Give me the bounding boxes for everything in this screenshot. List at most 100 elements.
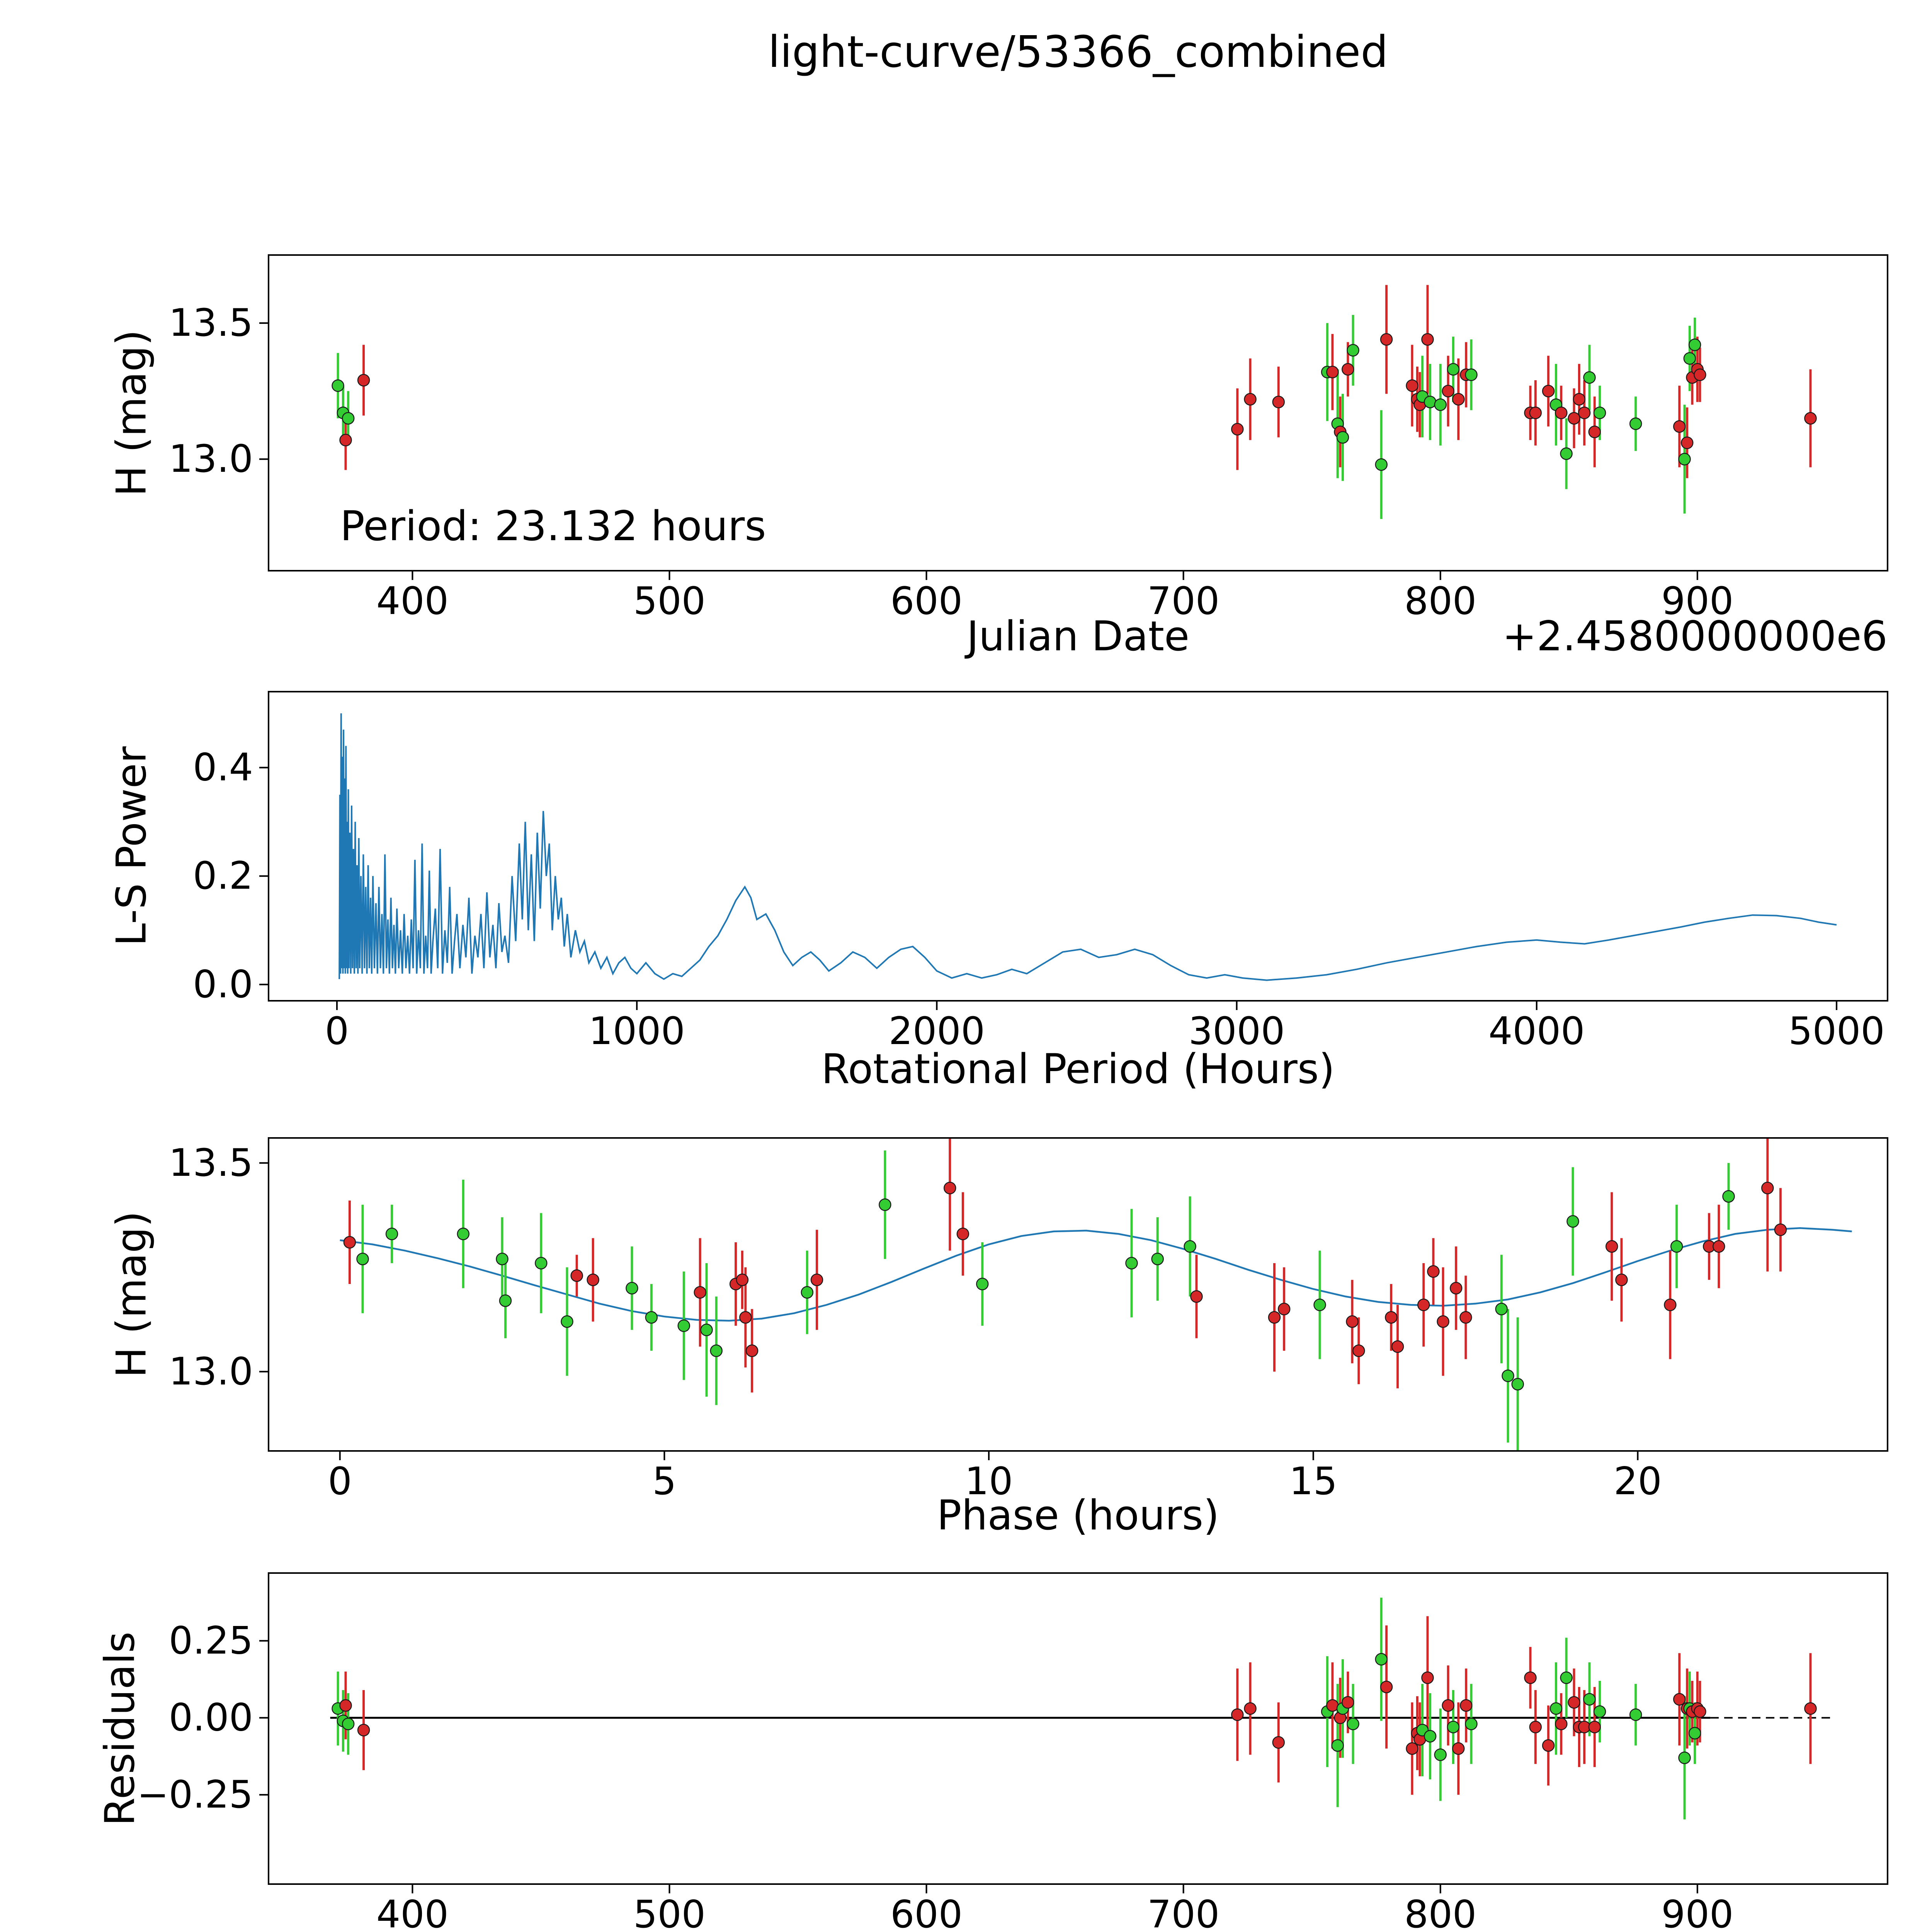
data-point — [1804, 412, 1817, 425]
x-tick-label: 1000 — [588, 1009, 685, 1053]
data-point — [1588, 1721, 1601, 1733]
data-point — [357, 1724, 370, 1736]
data-point — [1761, 1182, 1774, 1194]
data-point — [496, 1252, 509, 1265]
data-point — [1268, 1311, 1281, 1324]
data-point — [1495, 1303, 1508, 1316]
data-point — [499, 1294, 512, 1307]
data-point — [1568, 412, 1580, 425]
x-tick-label: 2000 — [889, 1009, 985, 1053]
data-point — [1465, 1718, 1478, 1730]
data-point — [1231, 423, 1244, 436]
x-tick-label: 5000 — [1788, 1009, 1884, 1053]
data-point — [1560, 447, 1573, 460]
x-tick-label: 600 — [890, 1893, 963, 1932]
axis-offset-lightcurve: +2.4580000000e6 — [1502, 612, 1888, 660]
data-point — [745, 1344, 759, 1357]
x-tick-label: 900 — [1661, 579, 1733, 623]
data-point — [1673, 1693, 1686, 1706]
axes-frame — [268, 1137, 1888, 1452]
data-point — [356, 1252, 369, 1265]
ylabel-phase: H (mag) — [107, 1211, 155, 1378]
data-point — [1555, 1718, 1568, 1730]
x-tick-label: 400 — [376, 1893, 449, 1932]
data-point — [1244, 1702, 1257, 1715]
data-point — [1244, 393, 1257, 406]
data-point — [1583, 1693, 1596, 1706]
data-point — [457, 1228, 470, 1240]
data-point — [561, 1315, 573, 1328]
data-point — [677, 1319, 690, 1332]
data-point — [1342, 363, 1354, 376]
data-point — [1449, 1282, 1463, 1295]
data-point — [1347, 344, 1359, 357]
data-point — [694, 1286, 707, 1299]
data-point — [1442, 384, 1454, 398]
data-point — [1588, 425, 1601, 439]
data-point — [1277, 1303, 1291, 1316]
data-point — [1511, 1378, 1524, 1391]
data-point — [1380, 333, 1393, 346]
data-point — [1352, 1344, 1365, 1357]
x-tick-label: 20 — [1614, 1459, 1662, 1503]
y-tick-label: 13.0 — [169, 437, 253, 481]
data-point — [342, 1718, 355, 1730]
data-point — [1683, 352, 1696, 365]
data-point — [1406, 1742, 1418, 1755]
ylabel-lightcurve: H (mag) — [107, 330, 155, 497]
data-point — [1375, 1653, 1388, 1666]
y-tick-label: 0.0 — [193, 963, 253, 1007]
data-point — [1694, 368, 1706, 381]
y-tick-label: 0.00 — [169, 1696, 253, 1740]
panel-lightcurve: 400 500 600 700 800 900 13.0 13.5 — [169, 254, 1888, 623]
data-point — [1184, 1240, 1196, 1253]
data-point — [1434, 398, 1447, 411]
data-point — [342, 412, 355, 425]
data-point — [587, 1273, 599, 1286]
x-tick-label: 0 — [325, 1009, 349, 1053]
data-point — [1524, 1671, 1537, 1684]
figure-title: light-curve/53366_combined — [768, 27, 1388, 77]
data-point — [736, 1273, 749, 1286]
data-point — [1722, 1190, 1735, 1203]
data-point — [1774, 1223, 1787, 1236]
data-point — [1385, 1311, 1398, 1324]
xlabel-lightcurve: Julian Date — [966, 612, 1190, 660]
x-tick-label: 5 — [652, 1459, 676, 1503]
data-point — [1605, 1240, 1618, 1253]
data-point — [739, 1311, 752, 1324]
data-point — [1502, 1369, 1514, 1382]
data-point — [1713, 1240, 1725, 1253]
x-tick-label: 700 — [1147, 1893, 1219, 1932]
y-tick-label: 13.5 — [169, 301, 253, 345]
data-point — [1460, 1699, 1473, 1712]
data-point — [1566, 1215, 1579, 1228]
data-point — [1434, 1748, 1447, 1761]
xlabel-periodogram: Rotational Period (Hours) — [821, 1045, 1335, 1093]
data-point — [1346, 1315, 1359, 1328]
x-tick-label: 800 — [1404, 1893, 1476, 1932]
axes-frame — [268, 691, 1888, 1002]
y-tick-label: 13.0 — [169, 1350, 253, 1394]
x-tick-label: 600 — [890, 579, 963, 623]
data-point — [1336, 431, 1349, 444]
panel-residuals: 400 500 600 700 800 900 −0.25 0.00 0.25 — [137, 1572, 1888, 1932]
axes-frame — [268, 254, 1888, 571]
axes-frame — [268, 1572, 1888, 1885]
data-point — [1347, 1718, 1359, 1730]
data-point — [645, 1311, 658, 1324]
data-point — [1694, 1705, 1706, 1718]
y-tick-label: −0.25 — [137, 1773, 253, 1817]
y-tick-label: 0.25 — [169, 1619, 253, 1663]
data-point — [1326, 1699, 1339, 1712]
data-point — [1593, 406, 1606, 419]
data-point — [1421, 333, 1434, 346]
data-point — [1423, 1730, 1437, 1743]
data-point — [1231, 1708, 1244, 1721]
data-point — [801, 1286, 814, 1299]
data-point — [1125, 1257, 1138, 1270]
data-point — [535, 1257, 548, 1270]
data-point — [700, 1323, 713, 1337]
data-point — [1465, 368, 1478, 381]
